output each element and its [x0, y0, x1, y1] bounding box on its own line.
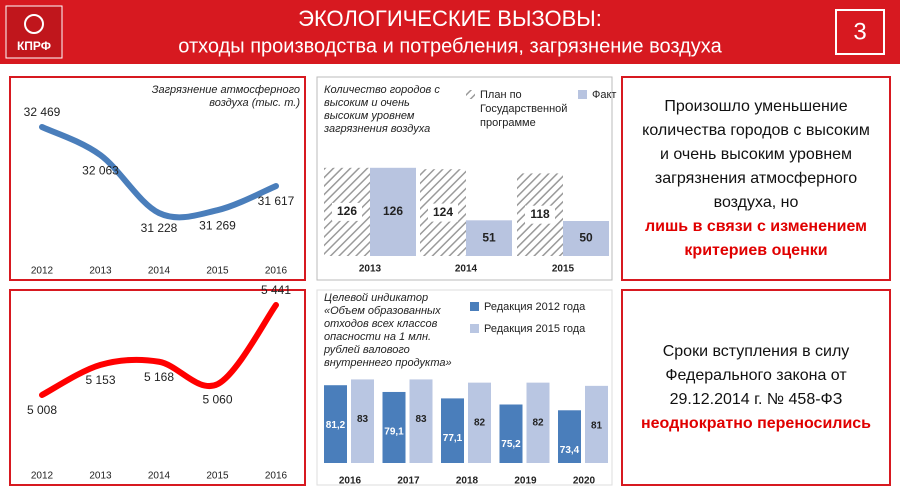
- legend-swatch: [466, 90, 475, 99]
- label-box: [332, 202, 362, 221]
- bar: [585, 385, 608, 463]
- legend-swatch: [470, 324, 479, 333]
- chart-title: Целевой индикатор «Объем образованных от…: [324, 292, 452, 369]
- logo-text: КПРФ: [17, 39, 51, 53]
- x-tick-label: 2012: [31, 266, 54, 277]
- data-label: 126: [383, 204, 403, 218]
- page-number: 3: [853, 18, 866, 45]
- data-label: 124: [433, 205, 453, 219]
- legend-swatch: [470, 302, 479, 311]
- data-label: 31 617: [258, 194, 295, 208]
- x-tick-label: 2012: [31, 471, 54, 482]
- bar: [499, 404, 523, 463]
- data-label: 50: [579, 231, 593, 245]
- page-box: [835, 9, 885, 55]
- data-label: 32 063: [82, 163, 119, 177]
- data-label: 83: [415, 414, 427, 425]
- data-label: 126: [337, 204, 357, 218]
- panel: [621, 289, 891, 486]
- data-label: 31 269: [199, 218, 236, 232]
- label-box: [525, 205, 555, 224]
- note-highlight: лишь в связи с изменением критериев оцен…: [644, 217, 868, 259]
- bar: [441, 398, 464, 463]
- panel: [316, 76, 613, 281]
- data-label: 82: [474, 417, 486, 428]
- slide-subtitle: отходы производства и потребления, загря…: [178, 35, 722, 57]
- x-tick-label: 2014: [455, 264, 478, 275]
- x-tick-label: 2015: [552, 264, 575, 275]
- x-tick-label: 2015: [206, 471, 229, 482]
- note: Сроки вступления в силу Федерального зак…: [622, 290, 890, 485]
- data-label: 81,2: [326, 420, 346, 431]
- data-label: 51: [482, 230, 496, 244]
- bar: [382, 391, 406, 463]
- x-tick-label: 2016: [339, 476, 362, 487]
- legend-label: Факт: [592, 89, 617, 101]
- x-tick-label: 2020: [573, 476, 596, 487]
- x-tick-label: 2016: [265, 266, 288, 277]
- x-tick-label: 2013: [89, 266, 112, 277]
- x-tick-label: 2013: [359, 264, 382, 275]
- data-label: 5 008: [27, 403, 57, 417]
- data-label: 32 469: [24, 105, 61, 119]
- data-label: 75,2: [501, 439, 521, 450]
- panel: [316, 289, 613, 486]
- x-tick-label: 2018: [456, 476, 479, 487]
- data-label: 118: [530, 207, 550, 221]
- data-label: 81: [591, 420, 603, 431]
- x-tick-label: 2016: [265, 471, 288, 482]
- bar: [558, 410, 581, 463]
- legend-label: Редакция 2012 года: [484, 301, 586, 313]
- chart-title: Количество городов с высоким и очень выс…: [324, 84, 440, 135]
- data-label: 5 441: [261, 283, 291, 297]
- chart-title: Загрязнение атмосферного воздуха (тыс. т…: [151, 84, 300, 109]
- data-label: 5 153: [85, 373, 115, 387]
- note: Произошло уменьшение количества городов …: [622, 77, 890, 280]
- panel: [9, 76, 306, 281]
- data-label: 83: [357, 414, 369, 425]
- x-tick-label: 2019: [514, 476, 537, 487]
- bar: [409, 379, 433, 463]
- note-text: Произошло уменьшение количества городов …: [642, 97, 870, 211]
- x-tick-label: 2017: [397, 476, 420, 487]
- bar: [370, 167, 416, 256]
- bar: [351, 379, 374, 463]
- bar: [466, 220, 512, 256]
- panel: [9, 289, 306, 486]
- x-tick-label: 2014: [148, 471, 171, 482]
- data-label: 5 168: [144, 370, 174, 384]
- note-highlight: неоднократно переносились: [640, 414, 872, 432]
- data-label: 31 228: [141, 221, 178, 235]
- legend-label: Редакция 2015 года: [484, 323, 586, 335]
- line: [39, 302, 279, 398]
- data-label: 77,1: [443, 433, 463, 444]
- label-box: [428, 203, 458, 222]
- logo-icon: [24, 14, 44, 34]
- legend-label: План по Государственной программе: [480, 89, 568, 129]
- data-label: 73,4: [560, 445, 580, 456]
- bar: [563, 221, 609, 256]
- x-tick-label: 2014: [148, 266, 171, 277]
- slide-title: ЭКОЛОГИЧЕСКИЕ ВЫЗОВЫ:: [298, 6, 602, 31]
- x-tick-label: 2013: [89, 471, 112, 482]
- panel: [621, 76, 891, 281]
- line: [39, 124, 279, 221]
- bar: [468, 382, 491, 463]
- data-label: 82: [532, 417, 544, 428]
- legend-swatch: [578, 90, 587, 99]
- bar: [324, 385, 347, 463]
- header-band: [0, 0, 900, 64]
- x-tick-label: 2015: [206, 266, 229, 277]
- data-label: 5 060: [202, 392, 232, 406]
- bar: [526, 382, 550, 463]
- note-text: Сроки вступления в силу Федерального зак…: [662, 342, 850, 408]
- data-label: 79,1: [384, 427, 404, 438]
